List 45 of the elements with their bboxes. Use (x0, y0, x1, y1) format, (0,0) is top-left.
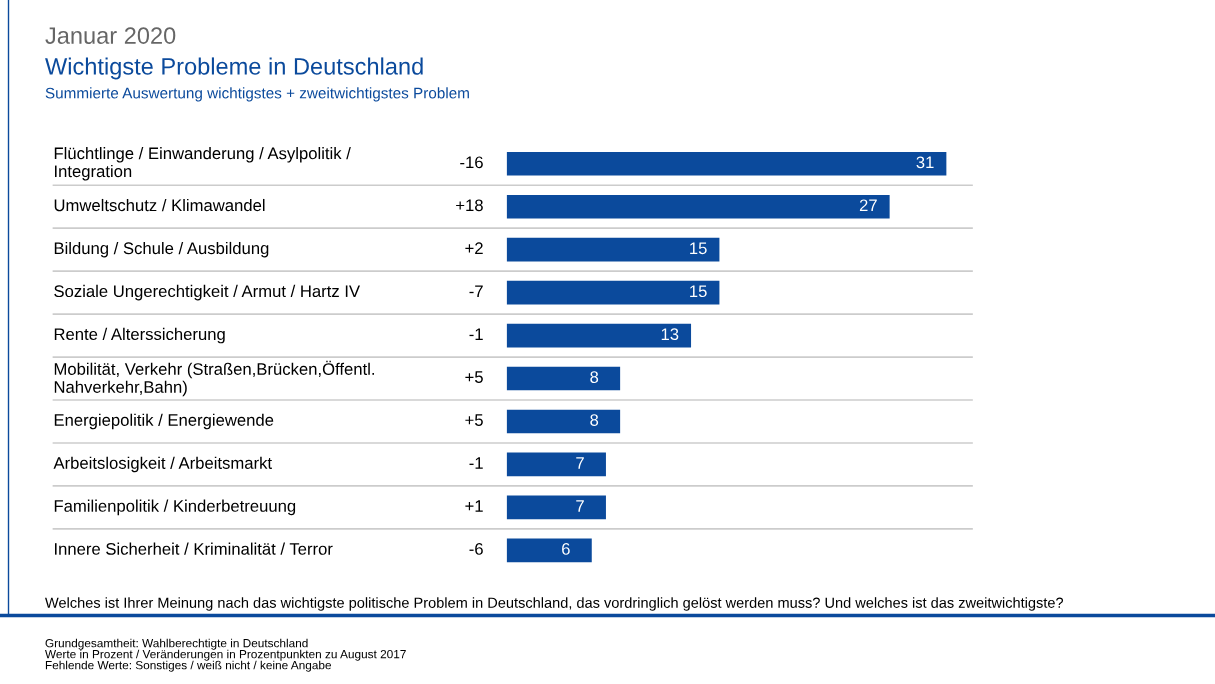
text: +18 (456, 199, 483, 212)
y-tick-label: Soziale Ungerechtigkeit / Armut / Hartz IV (54, 284, 360, 301)
data-label: 31 (916, 156, 934, 169)
bar (506, 366, 621, 391)
text: Wichtigste Probleme in Deutschland (45, 57, 423, 80)
y-tick-label: Arbeitslosigkeit / Arbeitsmarkt (53, 456, 272, 473)
data-label: 6 (562, 543, 570, 555)
text: -6 (469, 543, 483, 555)
text: Welches ist Ihrer Meinung nach das wichtigste politische Problem in Deutschland, das vordringlich gelöst werden muss? Und welches ist das zweitwichtigste? (45, 597, 1064, 611)
y-tick-label: Flüchtlinge / Einwanderung / Asylpolitik / Integration (54, 147, 351, 181)
bar (506, 194, 890, 219)
bar (506, 323, 692, 348)
data-label: 15 (690, 242, 707, 255)
bar (506, 151, 947, 176)
data-label: 7 (576, 500, 584, 512)
text: +5 (465, 371, 483, 383)
bar (506, 452, 606, 477)
bar (506, 495, 606, 520)
text: Summierte Auswertung wichtigstes + zweitwichtigstes Problem (45, 87, 469, 102)
bar (506, 538, 592, 563)
text: +2 (465, 242, 483, 254)
text: Januar 2020 (45, 27, 176, 44)
text: -1 (469, 328, 483, 340)
data-label: 8 (590, 414, 599, 426)
text: -7 (469, 285, 483, 297)
bar (506, 280, 720, 305)
data-label: 7 (576, 457, 584, 469)
y-tick-label: Rente / Alterssicherung (54, 327, 225, 344)
text: -16 (460, 156, 483, 169)
bar (506, 237, 720, 262)
data-label: 8 (590, 371, 599, 383)
y-tick-label: Umweltschutz / Klimawandel (54, 198, 265, 212)
y-tick-label: Bildung / Schule / Ausbildung (54, 241, 269, 258)
text: -1 (469, 457, 483, 469)
bar (506, 409, 621, 434)
text: Grundgesamtheit: Wahlberechtigte in Deutschland Werte in Prozent / Veränderungen in Prozentpunkten zu August 2017 Fehlende Werte: Sonstiges / weiß nicht / keine Angabe (45, 638, 406, 672)
data-label: 15 (690, 285, 707, 298)
data-label: 13 (661, 328, 679, 341)
text: +1 (465, 500, 483, 512)
y-tick-label: Familienpolitik / Kinderbetreuung (54, 499, 296, 516)
y-tick-label: Energiepolitik / Energiewende (54, 413, 274, 430)
y-tick-label: Mobilität, Verkehr (Straßen,Brücken,Öffentl. Nahverkehr,Bahn) (54, 360, 375, 397)
data-label: 27 (859, 199, 877, 212)
y-tick-label: Innere Sicherheit / Kriminalität / Terror (55, 542, 333, 555)
text: +5 (465, 414, 483, 426)
